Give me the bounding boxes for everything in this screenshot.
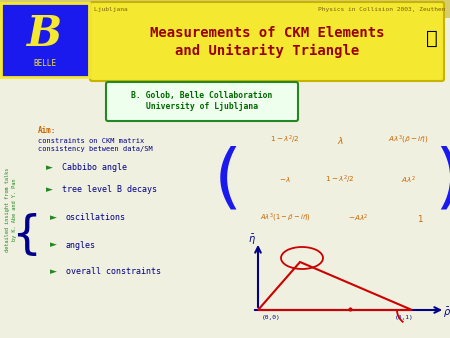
Text: constraints on CKM matrix
consistency between data/SM: constraints on CKM matrix consistency be… bbox=[38, 138, 153, 152]
Text: angles: angles bbox=[66, 241, 96, 249]
Text: Cabbibo angle: Cabbibo angle bbox=[62, 164, 127, 172]
Text: BELLE: BELLE bbox=[33, 59, 57, 69]
Text: $-\lambda$: $-\lambda$ bbox=[279, 175, 291, 185]
FancyBboxPatch shape bbox=[1, 3, 89, 77]
Text: Physics in Collision 2003, Zeuthen: Physics in Collision 2003, Zeuthen bbox=[319, 6, 446, 11]
Text: $\bar{\rho}$: $\bar{\rho}$ bbox=[443, 306, 450, 320]
Text: 🏛: 🏛 bbox=[426, 28, 438, 48]
Text: ►: ► bbox=[46, 186, 53, 194]
FancyBboxPatch shape bbox=[106, 82, 298, 121]
Text: B. Golob, Belle Collaboration
University of Ljubljana: B. Golob, Belle Collaboration University… bbox=[131, 91, 273, 112]
Text: (0,1): (0,1) bbox=[395, 315, 414, 320]
Text: ►: ► bbox=[50, 241, 57, 249]
Text: $1-\lambda^2/2$: $1-\lambda^2/2$ bbox=[270, 134, 300, 146]
Text: $A\lambda^2$: $A\lambda^2$ bbox=[400, 174, 415, 186]
Text: $\bar{\eta}$: $\bar{\eta}$ bbox=[248, 233, 256, 247]
Text: B. Golob, University of Ljubljana: B. Golob, University of Ljubljana bbox=[4, 6, 128, 11]
Text: $-A\lambda^2$: $-A\lambda^2$ bbox=[348, 212, 368, 224]
Text: $1$: $1$ bbox=[417, 213, 423, 223]
Text: $A\lambda^3(\bar{\rho}-i\bar{\eta})$: $A\lambda^3(\bar{\rho}-i\bar{\eta})$ bbox=[387, 134, 428, 146]
Text: Aim:: Aim: bbox=[38, 126, 57, 135]
Text: $\lambda$: $\lambda$ bbox=[337, 135, 343, 145]
Text: tree level B decays: tree level B decays bbox=[62, 186, 157, 194]
Text: overall constraints: overall constraints bbox=[66, 267, 161, 276]
Text: ►: ► bbox=[46, 164, 53, 172]
Text: Measurements of CKM Elements
and Unitarity Triangle: Measurements of CKM Elements and Unitari… bbox=[150, 26, 384, 58]
Text: {: { bbox=[11, 213, 41, 258]
Text: detailed insight from talks
by K. Abe and Y. Pan: detailed insight from talks by K. Abe an… bbox=[5, 168, 17, 252]
Text: $1-\lambda^2/2$: $1-\lambda^2/2$ bbox=[325, 174, 355, 186]
Text: ►: ► bbox=[50, 267, 57, 276]
Text: oscillations: oscillations bbox=[66, 214, 126, 222]
Text: ►: ► bbox=[50, 214, 57, 222]
Text: (: ( bbox=[214, 145, 242, 215]
Text: ): ) bbox=[434, 145, 450, 215]
Text: $A\lambda^3(1-\bar{\rho}-i\bar{\eta})$: $A\lambda^3(1-\bar{\rho}-i\bar{\eta})$ bbox=[260, 212, 310, 224]
FancyBboxPatch shape bbox=[90, 2, 444, 81]
Text: B: B bbox=[27, 13, 63, 55]
FancyBboxPatch shape bbox=[0, 0, 450, 18]
Text: (0,0): (0,0) bbox=[262, 315, 281, 320]
